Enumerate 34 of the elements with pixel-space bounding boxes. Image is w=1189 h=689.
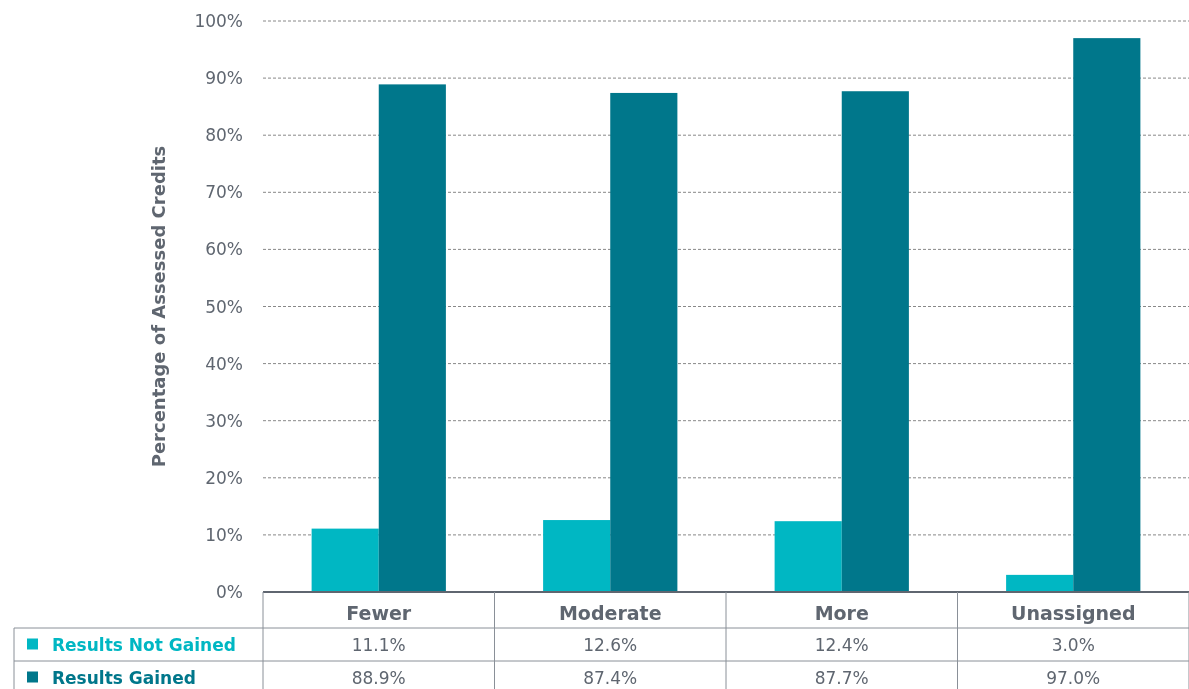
data-label: 87.4% — [583, 667, 638, 688]
y-tick-label: 20% — [205, 467, 243, 488]
bar — [774, 521, 842, 592]
y-tick-label: 80% — [205, 125, 243, 146]
x-tick-label: More — [814, 602, 869, 624]
bar — [610, 92, 678, 592]
data-label: 87.7% — [814, 667, 869, 688]
data-label: 11.1% — [351, 634, 406, 655]
legend-label: Results Gained — [52, 667, 196, 688]
y-tick-label: 30% — [205, 410, 243, 431]
bar — [378, 84, 446, 592]
bar — [543, 520, 611, 592]
data-label: 88.9% — [351, 667, 406, 688]
y-tick-label: 100% — [194, 11, 243, 31]
y-tick-label: 0% — [216, 582, 243, 602]
bar — [1073, 38, 1141, 592]
data-label: 12.6% — [583, 634, 638, 655]
bar — [311, 528, 379, 592]
y-tick-label: 90% — [205, 68, 243, 89]
data-label: 3.0% — [1051, 634, 1095, 655]
x-tick-label: Moderate — [558, 602, 662, 624]
bar — [1006, 574, 1074, 592]
y-tick-label: 70% — [205, 182, 243, 203]
legend-label: Results Not Gained — [52, 634, 236, 655]
y-tick-label: 60% — [205, 239, 243, 260]
data-label: 97.0% — [1046, 667, 1101, 688]
data-label: 12.4% — [814, 634, 869, 655]
bar — [841, 91, 909, 592]
y-tick-label: 40% — [205, 353, 243, 374]
y-tick-label: 50% — [205, 296, 243, 317]
y-tick-label: 10% — [205, 524, 243, 545]
x-tick-label: Unassigned — [1010, 602, 1136, 624]
x-tick-label: Fewer — [346, 602, 412, 624]
y-axis-title: Percentage of Assessed Credits — [148, 145, 169, 468]
